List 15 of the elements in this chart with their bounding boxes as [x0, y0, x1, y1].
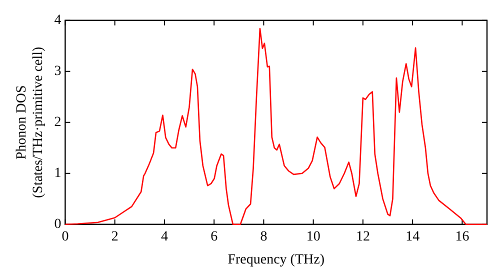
x-tick-label: 8 [260, 229, 268, 244]
y-tick-label: 1 [54, 166, 62, 182]
y-tick-label: 3 [54, 64, 62, 80]
x-tick-label: 2 [111, 229, 118, 244]
y-axis-title: Phonon DOS (States/THz·primitive cell) [14, 46, 46, 198]
x-tick-label: 12 [356, 229, 370, 244]
x-tick-label: 4 [160, 229, 168, 244]
y-tick-label: 2 [54, 115, 62, 130]
x-tick-label: 14 [406, 229, 420, 244]
x-tick-label: 6 [210, 229, 218, 244]
x-axis-title: Frequency (THz) [228, 252, 325, 268]
x-tick-label: 10 [306, 229, 320, 244]
x-tick-label: 16 [455, 229, 470, 244]
y-tick-label: 4 [54, 13, 62, 28]
y-tick-label: 0 [54, 217, 62, 232]
